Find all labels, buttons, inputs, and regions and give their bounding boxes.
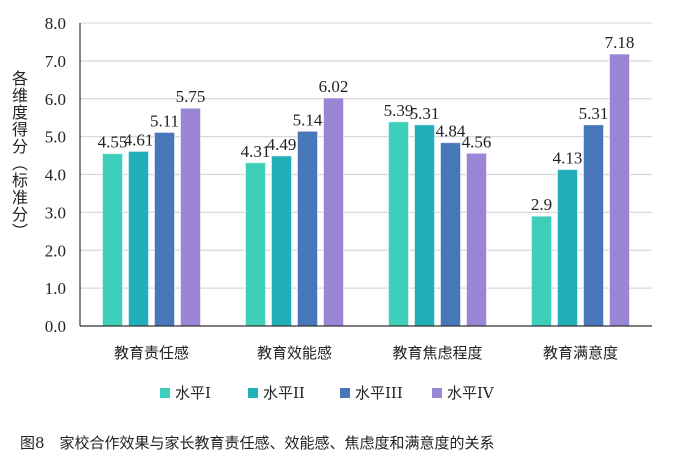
bar — [583, 124, 604, 327]
legend-label: 水平IV — [447, 384, 495, 402]
bar — [531, 215, 552, 327]
y-tick-label: 2.0 — [45, 241, 66, 260]
data-label: 4.31 — [241, 142, 271, 161]
legend-swatch — [160, 388, 170, 398]
data-label: 4.55 — [98, 133, 128, 152]
bar — [557, 169, 578, 327]
category-label: 教育效能感 — [257, 344, 332, 362]
legend-label: 水平III — [355, 384, 403, 402]
data-label: 4.56 — [462, 132, 492, 151]
data-label: 4.61 — [124, 130, 154, 149]
category-labels: 教育责任感 教育效能感 教育焦虑程度 教育满意度 — [114, 344, 618, 362]
legend-swatch — [432, 388, 442, 398]
bar — [102, 153, 123, 327]
y-tick-labels: 0.0 1.0 2.0 3.0 4.0 5.0 6.0 7.0 8.0 — [45, 14, 66, 336]
category-label: 教育焦虑程度 — [392, 344, 482, 362]
y-tick-label: 8.0 — [45, 14, 66, 33]
data-label: 2.9 — [531, 195, 552, 214]
data-label: 5.75 — [176, 87, 206, 106]
bar — [609, 53, 630, 327]
y-tick-label: 6.0 — [45, 90, 66, 109]
data-label: 7.18 — [605, 33, 635, 52]
bar — [414, 124, 435, 327]
data-label: 4.49 — [267, 135, 297, 154]
bar — [440, 142, 461, 327]
bar — [388, 121, 409, 327]
category-label: 教育责任感 — [114, 344, 189, 362]
y-tick-label: 7.0 — [45, 52, 66, 71]
bar — [297, 130, 318, 327]
y-tick-label: 4.0 — [45, 166, 66, 185]
axes — [79, 23, 652, 327]
data-label: 4.13 — [553, 149, 583, 168]
bar — [245, 162, 266, 327]
data-labels: 4.554.615.115.754.314.495.146.025.395.31… — [98, 33, 635, 214]
bar — [271, 155, 292, 327]
y-tick-label: 5.0 — [45, 128, 66, 147]
legend-label: 水平I — [175, 384, 211, 402]
legend-swatch — [340, 388, 350, 398]
data-label: 5.39 — [384, 101, 414, 120]
bar — [466, 152, 487, 327]
bar — [323, 97, 344, 327]
figure-caption: 图8 家校合作效果与家长教育责任感、效能感、焦虑度和满意度的关系 — [20, 434, 495, 452]
bar — [154, 131, 175, 327]
bar — [128, 150, 149, 327]
bar — [180, 107, 201, 327]
category-label: 教育满意度 — [543, 344, 618, 362]
legend: 水平I 水平II 水平III 水平IV — [160, 384, 495, 402]
legend-swatch — [248, 388, 258, 398]
y-tick-label: 0.0 — [45, 317, 66, 336]
gridlines — [80, 22, 652, 289]
legend-label: 水平II — [263, 384, 305, 402]
data-label: 6.02 — [319, 77, 349, 96]
y-tick-label: 1.0 — [45, 279, 66, 298]
data-label: 5.14 — [293, 110, 323, 129]
data-label: 5.31 — [579, 104, 609, 123]
y-tick-label: 3.0 — [45, 203, 66, 222]
y-axis-label: 各维度得分（标准分） — [9, 70, 28, 240]
data-label: 4.84 — [436, 122, 466, 141]
data-label: 5.11 — [150, 111, 179, 130]
data-label: 5.31 — [410, 104, 440, 123]
